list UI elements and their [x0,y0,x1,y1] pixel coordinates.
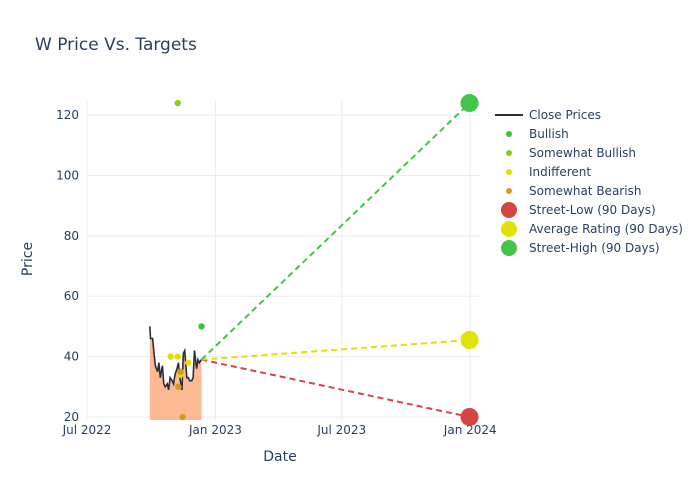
y-tick-label: 100 [56,168,79,182]
indifferent-marker [174,353,181,360]
average-rating-target-marker [460,331,479,349]
x-tick-label: Jul 2023 [316,423,366,437]
legend-item-indifferent[interactable]: Indifferent [506,165,591,179]
close-price-line [149,326,203,390]
x-tick-label: Jan 2023 [188,423,242,437]
legend-dot-swatch [506,188,512,194]
somewhat-bearish-marker [177,368,184,375]
somewhat-bullish-marker [174,99,181,107]
legend-label: Indifferent [529,165,591,179]
chart-title: W Price Vs. Targets [35,35,197,55]
legend-dot-swatch [506,131,512,137]
y-tick-label: 40 [64,350,79,364]
y-axis-title: Price [20,242,36,276]
y-tick-label: 120 [56,108,79,122]
plot-area: 20 40 60 80 100 120 Jul 2022 Jan 2023 Jul 2023 Ja… [56,94,497,437]
legend-item-bullish[interactable]: Bullish [506,127,569,141]
legend-label: Somewhat Bullish [529,146,636,160]
x-tick-label: Jul 2022 [62,423,112,437]
indifferent-marker [167,353,174,360]
x-axis-title: Date [263,449,296,465]
legend-circle-swatch [501,202,517,218]
somewhat-bearish-marker [179,413,186,421]
legend-item-somewhat-bearish[interactable]: Somewhat Bearish [506,184,641,198]
y-tick-label: 20 [64,410,79,424]
legend[interactable]: Close Prices Bullish Somewhat Bullish Indif… [495,108,683,256]
y-tick-label: 80 [64,229,79,243]
legend-item-somewhat-bullish[interactable]: Somewhat Bullish [506,146,636,160]
legend-dot-swatch [506,169,512,175]
average-rating-projection-line [201,339,470,361]
street-low-target-marker [460,407,479,426]
indifferent-marker [185,359,192,366]
legend-item-street-low-90-days[interactable]: Street-Low (90 Days) [501,202,656,218]
legend-item-close-prices[interactable]: Close Prices [495,108,601,122]
street-low-projection-line [201,358,470,418]
legend-circle-swatch [501,221,517,237]
legend-label: Close Prices [529,108,601,122]
legend-item-average-rating-90-days[interactable]: Average Rating (90 Days) [501,221,683,237]
street-high-target-marker [460,94,479,113]
bullish-marker [198,323,205,330]
legend-label: Street-Low (90 Days) [529,203,656,217]
legend-dot-swatch [506,150,512,156]
street-high-projection-line [200,102,471,361]
legend-label: Bullish [529,127,569,141]
legend-item-street-high-90-days[interactable]: Street-High (90 Days) [501,240,660,256]
legend-circle-swatch [501,240,517,256]
legend-label: Somewhat Bearish [529,184,641,198]
legend-label: Average Rating (90 Days) [529,222,683,236]
somewhat-bearish-marker [175,383,182,390]
x-tick-label: Jan 2024 [443,423,497,437]
y-tick-label: 60 [64,289,79,303]
legend-label: Street-High (90 Days) [529,241,660,255]
